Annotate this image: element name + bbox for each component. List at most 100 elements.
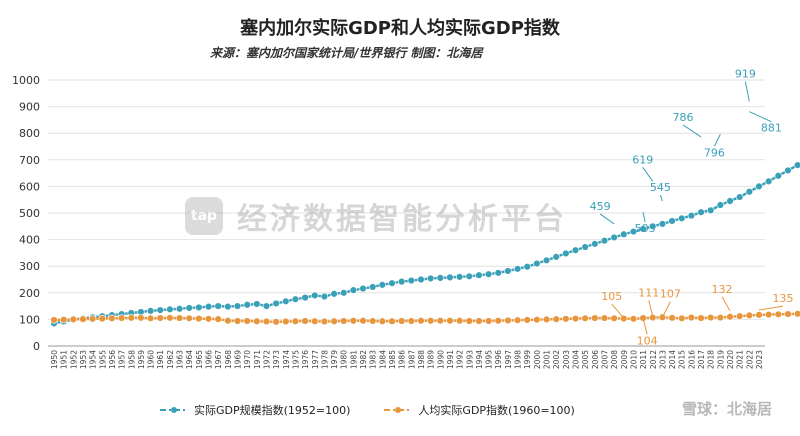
series-point-0 (629, 227, 638, 236)
series-point-1 (591, 314, 599, 322)
series-point-0 (562, 249, 570, 258)
series-point-1 (311, 317, 319, 325)
series-point-1 (745, 311, 754, 320)
x-tick-label: 1994 (475, 350, 484, 369)
x-tick-label: 2013 (658, 350, 667, 369)
x-tick-label: 2002 (552, 350, 561, 369)
x-tick-label: 1960 (147, 350, 156, 369)
series-point-0 (359, 284, 367, 293)
x-tick-label: 1997 (504, 350, 513, 369)
series-point-0 (455, 273, 464, 281)
series-point-1 (513, 316, 522, 324)
series-point-0 (484, 270, 493, 278)
x-tick-label: 2009 (620, 350, 629, 369)
series-point-0 (166, 305, 174, 313)
series-point-0 (504, 267, 512, 275)
series-point-0 (436, 274, 445, 282)
series-point-1 (533, 315, 541, 324)
series-point-0 (340, 289, 348, 297)
series-point-0 (571, 246, 580, 254)
x-tick-label: 2000 (533, 350, 542, 369)
x-tick-label: 1951 (60, 350, 69, 369)
series-point-1 (243, 317, 251, 325)
y-tick-label: 900 (19, 101, 40, 114)
series-point-1 (88, 315, 97, 323)
x-tick-label: 1978 (320, 350, 329, 369)
series-point-1 (620, 314, 628, 323)
series-point-1 (214, 315, 222, 323)
series-point-0 (349, 286, 358, 294)
annotation-leader (682, 124, 702, 138)
series-point-1 (195, 314, 203, 323)
x-tick-label: 1963 (176, 350, 185, 369)
series-point-0 (639, 225, 647, 233)
series-point-0 (301, 293, 309, 302)
x-tick-label: 2008 (610, 350, 619, 369)
series-point-0 (610, 233, 618, 242)
x-tick-label: 2012 (649, 350, 658, 369)
x-tick-label: 1983 (369, 350, 378, 369)
y-tick-label: 800 (19, 127, 40, 140)
series-point-1 (552, 315, 560, 323)
y-tick-label: 100 (19, 313, 40, 326)
data-label: 105 (601, 290, 622, 303)
annotation-leader (659, 194, 663, 202)
x-tick-label: 1950 (50, 350, 59, 369)
series-point-0 (311, 291, 319, 300)
series-point-1 (793, 310, 800, 318)
data-label: 545 (650, 181, 671, 194)
x-tick-label: 1974 (282, 350, 291, 369)
series-point-1 (79, 315, 87, 323)
series-point-1 (639, 314, 647, 322)
series-point-0 (735, 193, 744, 201)
x-tick-label: 1969 (233, 350, 242, 369)
x-tick-label: 2020 (726, 350, 735, 369)
x-tick-label: 1992 (456, 350, 465, 369)
x-tick-label: 2006 (591, 350, 600, 369)
legend-item-gdp: 实际GDP规模指数(1952=100) (160, 402, 350, 418)
series-point-1 (581, 314, 589, 323)
y-tick-label: 300 (19, 260, 40, 273)
series-point-1 (388, 317, 396, 325)
series-point-0 (156, 306, 164, 314)
annotation-leader (611, 303, 625, 319)
series-point-1 (378, 317, 387, 325)
legend-label-gdp: 实际GDP规模指数(1952=100) (194, 404, 351, 417)
annotation-leader (744, 81, 750, 102)
x-tick-label: 1956 (108, 350, 117, 369)
series-point-1 (649, 313, 657, 322)
data-label: 107 (660, 288, 681, 301)
series-point-0 (262, 302, 271, 310)
x-tick-label: 1973 (272, 350, 281, 369)
series-point-0 (649, 222, 657, 231)
series-point-0 (678, 214, 686, 223)
series-point-1 (494, 317, 502, 325)
series-point-0 (620, 230, 628, 238)
x-tick-label: 2019 (716, 350, 725, 369)
series-point-0 (600, 236, 609, 245)
x-tick-label: 1971 (253, 350, 262, 369)
x-tick-label: 1985 (388, 350, 397, 369)
series-point-1 (50, 316, 58, 324)
data-label: 132 (712, 283, 733, 296)
x-tick-label: 2011 (639, 350, 648, 369)
series-point-1 (224, 317, 232, 325)
x-tick-label: 1959 (137, 350, 146, 369)
series-point-1 (59, 315, 68, 324)
series-point-1 (253, 317, 261, 325)
series-point-1 (735, 312, 744, 320)
x-tick-label: 1952 (69, 350, 78, 369)
annotation-leader (642, 318, 648, 335)
series-point-1 (426, 317, 435, 325)
watermark: tap 经济数据智能分析平台 (185, 192, 605, 240)
series-point-0 (446, 273, 454, 282)
x-tick-label: 2021 (736, 350, 745, 369)
x-tick-label: 2007 (600, 350, 609, 369)
legend-label-per-capita: 人均实际GDP指数(1960=100) (418, 404, 575, 417)
series-point-0 (726, 197, 734, 205)
x-tick-label: 1975 (291, 350, 300, 369)
x-tick-label: 1981 (349, 350, 358, 369)
series-point-1 (610, 314, 618, 323)
series-point-1 (349, 317, 358, 325)
